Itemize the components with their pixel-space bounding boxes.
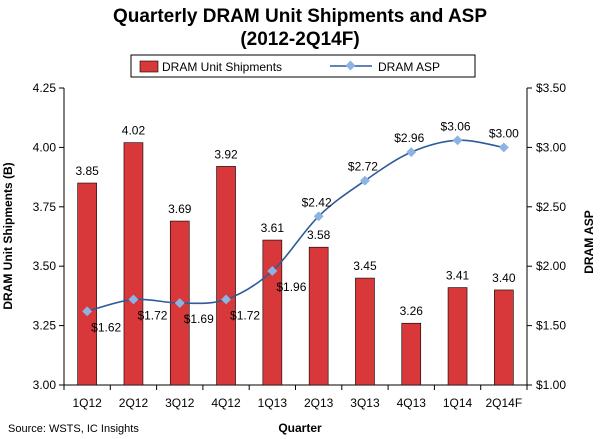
- chart-title: Quarterly DRAM Unit Shipments and ASP: [113, 6, 487, 27]
- legend: DRAM Unit Shipments DRAM ASP: [130, 54, 476, 78]
- y2-tick-label: $3.00: [536, 140, 566, 154]
- bar-data-label: 3.45: [353, 259, 377, 273]
- bar-series: 3.85 4.02 3.69 3.92 3.61 3.58 3.45 3.26 3.41 3.40: [75, 124, 516, 386]
- y-tick-label: 4.00: [33, 140, 57, 154]
- bar-data-label: 3.69: [168, 202, 192, 216]
- asp-data-label: $1.69: [184, 312, 214, 326]
- y2-axis-title: DRAM ASP: [582, 210, 596, 274]
- asp-data-label: $2.96: [394, 131, 424, 145]
- asp-data-label: $1.62: [91, 320, 121, 334]
- asp-marker: [406, 147, 417, 158]
- bar-shipments: [77, 182, 97, 386]
- legend-box: [130, 54, 476, 78]
- y2-tick-label: $3.50: [536, 81, 566, 95]
- asp-data-label: $1.72: [230, 308, 260, 322]
- bar-data-label: 3.92: [214, 147, 238, 161]
- asp-marker: [452, 135, 463, 146]
- y-tick-label: 3.25: [33, 319, 57, 333]
- bar-data-label: 4.02: [122, 124, 146, 138]
- asp-marker: [128, 294, 139, 305]
- bar-data-label: 3.85: [75, 164, 99, 178]
- bar-shipments: [262, 239, 283, 386]
- line-series: $1.62 $1.72 $1.69 $1.72 $1.96 $2.42 $2.72 $2.96…: [82, 119, 519, 334]
- bar-data-label: 3.26: [400, 304, 424, 318]
- y-axis-ticks: 3.00 3.25 3.50 3.75 4.00 4.25: [33, 81, 64, 392]
- x-tick-label: 3Q13: [350, 396, 380, 410]
- y-tick-label: 3.50: [33, 259, 57, 273]
- asp-marker: [498, 142, 509, 153]
- y2-axis-ticks: $1.00 $1.50 $2.00 $2.50 $3.00 $3.50: [527, 81, 566, 392]
- bar-data-label: 3.41: [446, 269, 470, 283]
- asp-data-label: $1.72: [137, 308, 167, 322]
- bar-shipments: [308, 246, 329, 386]
- bar-shipments: [216, 166, 236, 386]
- asp-data-label: $1.96: [276, 280, 306, 294]
- x-tick-label: 1Q13: [258, 396, 288, 410]
- bar-shipments: [401, 322, 422, 386]
- y-tick-label: 3.00: [33, 378, 57, 392]
- x-tick-label: 3Q12: [165, 396, 195, 410]
- bar-shipments: [355, 277, 375, 386]
- asp-data-label: $2.72: [348, 160, 378, 174]
- plot-area: 3.00 3.25 3.50 3.75 4.00 4.25 $1.00 $1.50 $2.00…: [33, 81, 567, 410]
- y-tick-label: 3.75: [33, 200, 57, 214]
- x-tick-label: 4Q13: [397, 396, 427, 410]
- x-tick-label: 4Q12: [211, 396, 241, 410]
- y2-tick-label: $2.00: [536, 259, 566, 273]
- x-tick-label: 2Q13: [304, 396, 334, 410]
- legend-swatch-bar: [139, 60, 159, 73]
- x-axis-ticks: 1Q12 2Q12 3Q12 4Q12 1Q13 2Q13 3Q13 4Q13 1Q14 2Q14…: [63, 385, 528, 410]
- legend-label-shipments: DRAM Unit Shipments: [162, 60, 282, 74]
- asp-data-label: $2.42: [302, 195, 332, 209]
- bar-shipments: [447, 287, 468, 386]
- chart-subtitle: (2012-2Q14F): [240, 29, 359, 50]
- x-tick-label: 2Q12: [119, 396, 149, 410]
- asp-marker: [267, 266, 278, 276]
- legend-label-asp: DRAM ASP: [378, 60, 440, 74]
- x-axis-title: Quarter: [278, 421, 322, 435]
- y-tick-label: 4.25: [33, 81, 57, 95]
- asp-line: [86, 139, 504, 313]
- asp-marker: [313, 211, 324, 222]
- bar-shipments: [123, 142, 144, 386]
- asp-data-label: $3.06: [441, 119, 471, 133]
- bar-shipments: [494, 289, 514, 386]
- y2-tick-label: $1.00: [536, 378, 566, 392]
- y2-tick-label: $2.50: [536, 200, 566, 214]
- asp-data-label: $3.00: [489, 126, 519, 140]
- bar-data-label: 3.40: [492, 271, 516, 285]
- x-tick-label: 1Q12: [72, 396, 102, 410]
- y-axis-title: DRAM Unit Shipments (B): [1, 162, 15, 309]
- asp-marker: [360, 175, 370, 186]
- x-tick-label: 2Q14F: [486, 396, 523, 410]
- y2-tick-label: $1.50: [536, 319, 566, 333]
- asp-marker: [221, 294, 231, 305]
- x-tick-label: 1Q14: [443, 396, 473, 410]
- bar-data-label: 3.58: [307, 228, 331, 242]
- asp-marker: [174, 298, 185, 308]
- bar-data-label: 3.61: [261, 221, 285, 235]
- source-note: Source: WSTS, IC Insights: [8, 423, 139, 435]
